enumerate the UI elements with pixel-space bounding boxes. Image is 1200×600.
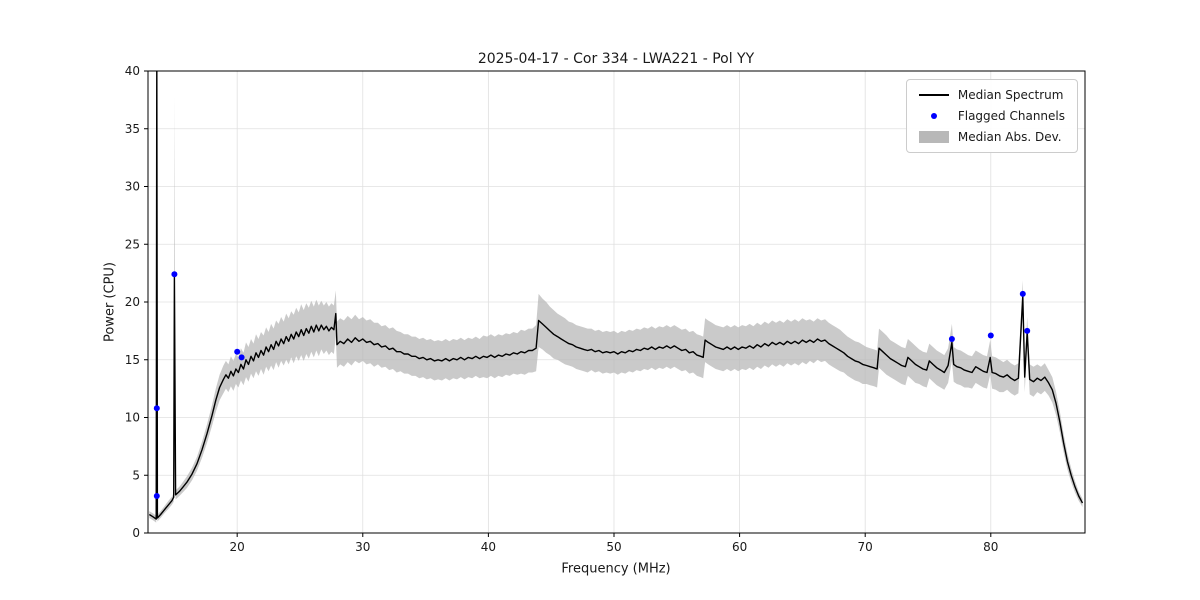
legend-swatch-line xyxy=(918,94,949,96)
legend-entry-median-abs-dev: Median Abs. Dev. xyxy=(918,130,1065,144)
svg-text:0: 0 xyxy=(132,526,140,540)
mad-band xyxy=(149,71,1083,523)
svg-text:60: 60 xyxy=(732,540,747,554)
legend-swatch-patch xyxy=(918,131,949,143)
svg-text:30: 30 xyxy=(125,180,140,194)
svg-text:50: 50 xyxy=(606,540,621,554)
svg-text:15: 15 xyxy=(125,353,140,367)
svg-text:10: 10 xyxy=(125,411,140,425)
svg-text:80: 80 xyxy=(983,540,998,554)
x-axis-label: Frequency (MHz) xyxy=(561,561,671,577)
median-spectrum-line xyxy=(148,71,1084,520)
svg-text:30: 30 xyxy=(355,540,370,554)
x-tick-labels: 20 30 40 50 60 70 80 xyxy=(230,540,999,554)
chart-title: 2025-04-17 - Cor 334 - LWA221 - Pol YY xyxy=(477,51,755,67)
legend-label-median-abs-dev: Median Abs. Dev. xyxy=(957,130,1062,144)
svg-text:70: 70 xyxy=(858,540,873,554)
legend-swatch-marker xyxy=(930,113,937,119)
svg-text:40: 40 xyxy=(481,540,496,554)
legend-entry-flagged-channels: Flagged Channels xyxy=(919,109,1065,123)
y-tick-labels: 0 5 10 15 20 25 30 35 40 xyxy=(125,64,140,540)
legend-entry-median-spectrum: Median Spectrum xyxy=(918,88,1065,102)
legend-label-median-spectrum: Median Spectrum xyxy=(957,88,1064,102)
svg-text:20: 20 xyxy=(125,295,140,309)
svg-text:40: 40 xyxy=(125,64,140,78)
svg-text:5: 5 xyxy=(132,468,140,482)
svg-text:20: 20 xyxy=(230,540,245,554)
tick-marks xyxy=(144,70,992,537)
flagged-channel-points xyxy=(153,271,1031,499)
svg-text:35: 35 xyxy=(125,122,140,136)
legend-label-flagged-channels: Flagged Channels xyxy=(957,109,1065,123)
svg-text:25: 25 xyxy=(125,237,140,251)
legend: Median Spectrum Flagged Channels Median … xyxy=(905,79,1078,153)
